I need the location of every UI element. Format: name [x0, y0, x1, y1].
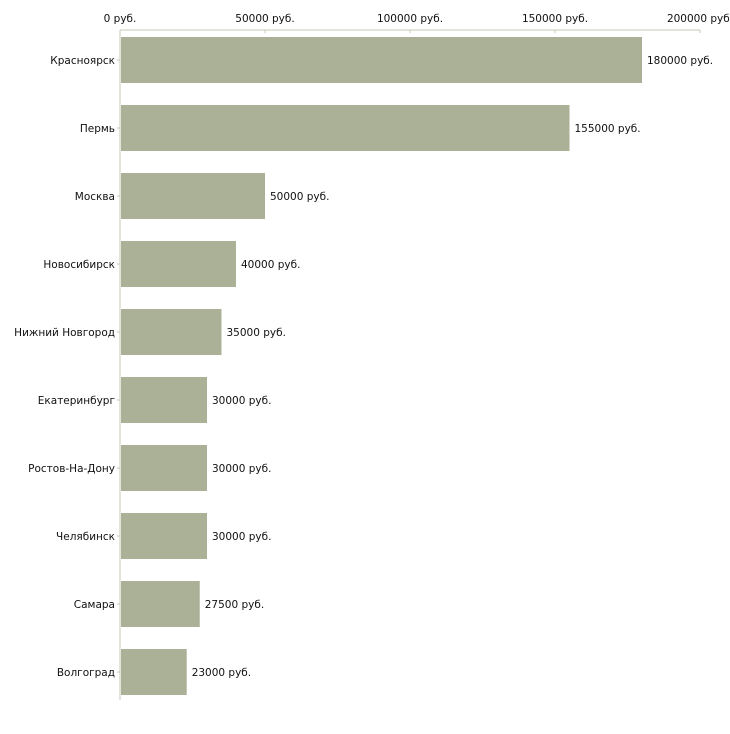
bar — [121, 37, 642, 83]
value-label: 50000 руб. — [270, 191, 329, 203]
value-label: 180000 руб. — [647, 55, 713, 67]
category-label: Самара — [74, 599, 115, 611]
category-label: Волгоград — [57, 667, 115, 679]
value-label: 27500 руб. — [205, 599, 264, 611]
bar — [121, 309, 222, 355]
bar — [121, 241, 236, 287]
category-label: Пермь — [80, 123, 115, 135]
category-label: Новосибирск — [43, 259, 115, 271]
x-tick-label: 200000 руб. — [667, 13, 730, 25]
x-tick-label: 0 руб. — [104, 13, 137, 25]
value-label: 23000 руб. — [192, 667, 251, 679]
value-label: 30000 руб. — [212, 395, 271, 407]
bar — [121, 173, 265, 219]
bar — [121, 377, 207, 423]
bar — [121, 513, 207, 559]
bar — [121, 445, 207, 491]
x-tick-label: 50000 руб. — [235, 13, 294, 25]
category-label: Ростов-На-Дону — [28, 463, 115, 475]
bar — [121, 105, 570, 151]
value-label: 40000 руб. — [241, 259, 300, 271]
category-label: Москва — [75, 191, 115, 203]
x-tick-label: 150000 руб. — [522, 13, 588, 25]
category-label: Нижний Новгород — [14, 327, 115, 339]
bar — [121, 649, 187, 695]
category-label: Челябинск — [56, 531, 115, 543]
value-label: 35000 руб. — [227, 327, 286, 339]
bar — [121, 581, 200, 627]
category-label: Екатеринбург — [38, 395, 115, 407]
category-label: Красноярск — [50, 55, 115, 67]
x-tick-label: 100000 руб. — [377, 13, 443, 25]
value-label: 30000 руб. — [212, 463, 271, 475]
value-label: 155000 руб. — [575, 123, 641, 135]
value-label: 30000 руб. — [212, 531, 271, 543]
